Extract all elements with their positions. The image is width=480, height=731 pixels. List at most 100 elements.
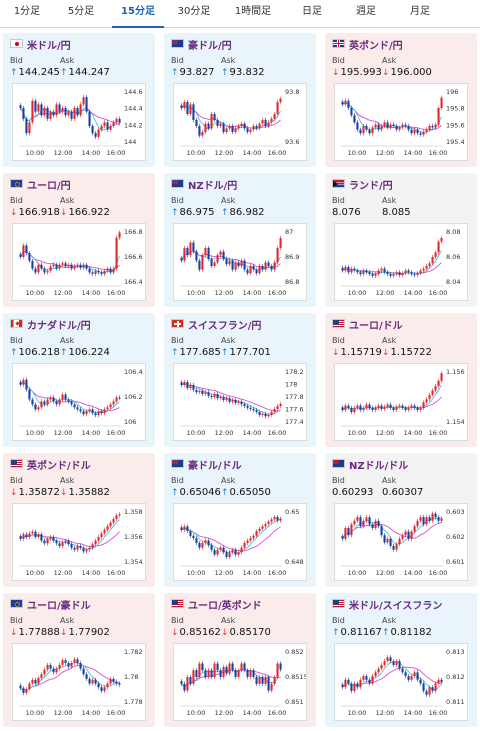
candle xyxy=(64,263,67,267)
candle xyxy=(276,517,279,521)
pair-name-link[interactable]: ユーロ/英ポンド xyxy=(188,601,262,612)
currency-card[interactable]: 豪ドル/ドル Bid ↑0.65046 Ask ↑0.65050 0.65 0.648 10:… xyxy=(164,453,316,587)
candle xyxy=(368,517,371,525)
mini-candlestick-chart[interactable]: 1.156 1.154 10:00 12:00 14:00 16:00 xyxy=(334,363,468,441)
candle xyxy=(437,241,440,253)
mini-candlestick-chart[interactable]: 0.852 0.8515 0.851 10:00 12:00 14:00 16:00 xyxy=(173,643,307,721)
flag-icon xyxy=(171,459,184,468)
ask-value: 86.982 xyxy=(229,207,265,218)
mini-candlestick-chart[interactable]: 1.782 1.78 1.778 10:00 12:00 14:00 16:00 xyxy=(12,643,146,721)
bid-label: Bid xyxy=(171,476,184,485)
flag-icon xyxy=(332,599,345,608)
chart-svg: 0.813 0.812 0.811 10:00 12:00 14:00 16:00 xyxy=(341,648,465,717)
tab-3[interactable]: 30分足 xyxy=(177,6,211,17)
mini-candlestick-chart[interactable]: 1.358 1.356 1.354 10:00 12:00 14:00 16:00 xyxy=(12,503,146,581)
mini-candlestick-chart[interactable]: 166.8 166.6 166.4 10:00 12:00 14:00 16:00 xyxy=(12,223,146,301)
candle xyxy=(55,401,58,405)
currency-card[interactable]: ユーロ/英ポンド Bid ↓0.85162 Ask ↓0.85170 0.852 0.851… xyxy=(164,593,316,727)
candle xyxy=(437,517,440,521)
mini-candlestick-chart[interactable]: 144.6 144.4 144.2 144 10:00 12:00 14:00 16:00 xyxy=(12,83,146,161)
y-tick-label: 93.6 xyxy=(285,138,299,146)
y-tick-label: 86.9 xyxy=(285,253,299,261)
bid-label: Bid xyxy=(171,196,184,205)
mini-candlestick-chart[interactable]: 196 195.8 195.6 195.4 10:00 12:00 14:00 16:00 xyxy=(334,83,468,161)
mini-candlestick-chart[interactable]: 178.2 178 177.8 177.6 177.4 10:00 12:00 14:00 16… xyxy=(173,363,307,441)
pair-name-link[interactable]: スイスフラン/円 xyxy=(188,321,262,332)
currency-card[interactable]: ユーロ/ドル Bid ↓1.15719 Ask ↓1.15722 1.156 1.154 10… xyxy=(325,313,477,447)
pair-name-link[interactable]: NZドル/円 xyxy=(188,181,238,192)
mini-candlestick-chart[interactable]: 0.813 0.812 0.811 10:00 12:00 14:00 16:00 xyxy=(334,643,468,721)
candle xyxy=(22,245,25,257)
pair-name-link[interactable]: ユーロ/豪ドル xyxy=(27,601,91,612)
tab-7[interactable]: 月足 xyxy=(410,6,430,17)
mini-candlestick-chart[interactable]: 0.65 0.648 10:00 12:00 14:00 16:00 xyxy=(173,503,307,581)
x-tick-label: 12:00 xyxy=(215,709,234,717)
candle xyxy=(103,270,106,274)
pair-name-link[interactable]: ランド/円 xyxy=(349,181,393,192)
pair-name-link[interactable]: 英ポンド/ドル xyxy=(27,461,91,472)
tab-1[interactable]: 5分足 xyxy=(67,6,95,17)
candle xyxy=(49,266,52,271)
candle xyxy=(186,526,189,532)
currency-card[interactable]: NZドル/円 Bid ↑86.975 Ask ↑86.982 87 86.9 86.8 10:0… xyxy=(164,173,316,307)
x-tick-label: 10:00 xyxy=(187,149,206,157)
currency-card[interactable]: ランド/円 Bid 8.076 Ask 8.085 8.08 8.06 8.04 10:00 12… xyxy=(325,173,477,307)
pair-name-link[interactable]: 米ドル/スイスフラン xyxy=(349,601,443,612)
pair-name-link[interactable]: 米ドル/円 xyxy=(27,41,71,52)
candle xyxy=(183,102,186,108)
currency-card[interactable]: ユーロ/豪ドル Bid ↓1.77888 Ask ↓1.77902 1.782 1.78 1.… xyxy=(3,593,155,727)
currency-card[interactable]: NZドル/ドル Bid 0.60293 Ask 0.60307 0.603 0.602 0.6… xyxy=(325,453,477,587)
candle xyxy=(61,108,64,112)
pair-name-link[interactable]: ユーロ/円 xyxy=(27,181,71,192)
bid-price: ↑106.218 xyxy=(10,347,60,358)
pair-name-link[interactable]: 英ポンド/円 xyxy=(349,41,403,52)
bid-value: 177.685 xyxy=(179,347,221,358)
candle xyxy=(389,274,392,276)
pair-name-link[interactable]: 豪ドル/ドル xyxy=(188,461,242,472)
moving-average-long-line xyxy=(20,664,120,691)
mini-candlestick-chart[interactable]: 87 86.9 86.8 10:00 12:00 14:00 16:00 xyxy=(173,223,307,301)
candle xyxy=(231,260,234,270)
ask-price: ↑177.701 xyxy=(221,347,271,358)
tab-5[interactable]: 日足 xyxy=(302,6,322,17)
currency-card[interactable]: 英ポンド/円 Bid ↓195.993 Ask ↓196.000 196 195.8 195.… xyxy=(325,33,477,167)
candle xyxy=(377,520,380,527)
currency-card[interactable]: 米ドル/スイスフラン Bid ↑0.81167 Ask ↑0.81182 0.813 0.8… xyxy=(325,593,477,727)
pair-name-link[interactable]: ユーロ/ドル xyxy=(349,321,403,332)
candle xyxy=(40,264,43,269)
pair-name-link[interactable]: カナダドル/円 xyxy=(27,321,91,332)
candle xyxy=(201,391,204,394)
bid-value: 0.60293 xyxy=(332,487,374,498)
candle xyxy=(55,668,58,673)
tab-4[interactable]: 1時間足 xyxy=(234,6,272,17)
mini-candlestick-chart[interactable]: 0.603 0.602 0.601 10:00 12:00 14:00 16:00 xyxy=(334,503,468,581)
candle xyxy=(431,126,434,128)
candle xyxy=(413,405,416,408)
candle xyxy=(52,111,55,116)
currency-card[interactable]: スイスフラン/円 Bid ↑177.685 Ask ↑177.701 178.2 178 17… xyxy=(164,313,316,447)
mini-candlestick-chart[interactable]: 93.8 93.6 10:00 12:00 14:00 16:00 xyxy=(173,83,307,161)
candle xyxy=(380,126,383,130)
pair-name-link[interactable]: 豪ドル/円 xyxy=(188,41,232,52)
candle xyxy=(192,104,195,120)
tab-6[interactable]: 週足 xyxy=(356,6,376,17)
tab-0[interactable]: 1分足 xyxy=(13,6,41,17)
candle xyxy=(67,540,70,545)
candle xyxy=(365,676,368,680)
candle xyxy=(437,380,440,387)
pair-name-link[interactable]: NZドル/ドル xyxy=(349,461,409,472)
candle xyxy=(279,518,282,521)
tab-2[interactable]: 15分足 xyxy=(112,0,164,28)
ask-value: 93.832 xyxy=(229,67,265,78)
candle xyxy=(422,517,425,525)
mini-candlestick-chart[interactable]: 8.08 8.06 8.04 10:00 12:00 14:00 16:00 xyxy=(334,223,468,301)
mini-candlestick-chart[interactable]: 106.4 106.2 106 10:00 12:00 14:00 16:00 xyxy=(12,363,146,441)
x-tick-label: 12:00 xyxy=(376,149,395,157)
currency-card[interactable]: カナダドル/円 Bid ↑106.218 Ask ↑106.224 106.4 106.2 1… xyxy=(3,313,155,447)
candle xyxy=(353,268,356,271)
currency-card[interactable]: 米ドル/円 Bid ↑144.245 Ask ↑144.247 144.6 144.4 144… xyxy=(3,33,155,167)
candle xyxy=(183,526,186,530)
currency-card[interactable]: 英ポンド/ドル Bid ↓1.35872 Ask ↓1.35882 1.358 1.356 1… xyxy=(3,453,155,587)
currency-card[interactable]: ユーロ/円 Bid ↓166.918 Ask ↓166.922 166.8 166.6 166… xyxy=(3,173,155,307)
currency-card[interactable]: 豪ドル/円 Bid ↑93.827 Ask ↑93.832 93.8 93.6 10:00 12… xyxy=(164,33,316,167)
